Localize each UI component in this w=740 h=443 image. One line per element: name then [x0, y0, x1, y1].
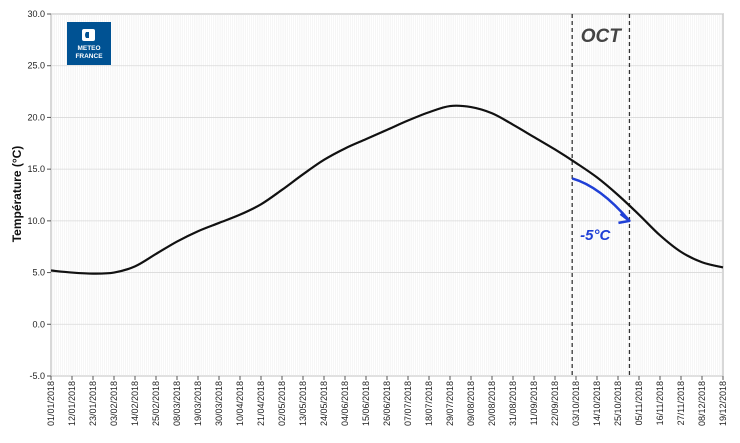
annotations: OCT -5°C — [571, 26, 631, 244]
y-tick-label: 25.0 — [27, 61, 45, 71]
x-tick-label: 15/06/2018 — [361, 381, 371, 426]
x-tick-label: 26/06/2018 — [382, 381, 392, 426]
x-tick-label: 14/10/2018 — [592, 381, 602, 426]
temperature-series-line — [50, 104, 724, 275]
logo-line2: FRANCE — [75, 53, 103, 60]
x-tick-label: 31/08/2018 — [508, 381, 518, 426]
grid — [50, 13, 724, 377]
x-tick-label: 30/03/2018 — [214, 381, 224, 426]
x-tick-label: 04/06/2018 — [340, 381, 350, 426]
y-tick-label: 5.0 — [32, 268, 45, 278]
arrow-head-icon — [618, 212, 631, 225]
x-tick-label: 03/10/2018 — [571, 381, 581, 426]
x-tick-label: 01/01/2018 — [46, 381, 56, 426]
x-tick-label: 25/02/2018 — [151, 381, 161, 426]
month-label: OCT — [581, 26, 623, 47]
meteo-france-logo: METEO FRANCE — [67, 22, 111, 65]
y-tick-label: 20.0 — [27, 112, 45, 122]
x-tick-label: 20/08/2018 — [487, 381, 497, 426]
x-tick-label: 19/12/2018 — [718, 381, 728, 426]
x-tick-label: 05/11/2018 — [634, 381, 644, 425]
x-tick-label: 09/08/2018 — [466, 381, 476, 426]
y-tick-label: 10.0 — [27, 216, 45, 226]
delta-label: -5°C — [580, 227, 611, 244]
x-tick-label: 12/01/2018 — [67, 381, 77, 426]
x-tick-label: 22/09/2018 — [550, 381, 560, 426]
y-tick-label: 15.0 — [27, 164, 45, 174]
logo-line1: METEO — [77, 45, 100, 52]
x-tick-label: 24/05/2018 — [319, 381, 329, 426]
x-tick-label: 10/04/2018 — [235, 381, 245, 426]
x-tick-label: 13/05/2018 — [298, 381, 308, 426]
y-tick-label: 0.0 — [32, 319, 45, 329]
x-tick-label: 07/07/2018 — [403, 381, 413, 426]
x-tick-label: 08/12/2018 — [697, 381, 707, 426]
x-tick-label: 02/05/2018 — [277, 381, 287, 426]
x-tick-label: 03/02/2018 — [109, 381, 119, 426]
y-axis: -5.0 0.0 5.0 10.0 15.0 20.0 25.0 30.0 — [27, 9, 51, 381]
x-tick-label: 23/01/2018 — [88, 381, 98, 426]
october-markers — [571, 14, 631, 376]
y-axis-label: Température (°C) — [10, 146, 24, 243]
x-tick-label: 21/04/2018 — [256, 381, 266, 426]
decrease-arrow — [571, 177, 631, 222]
y-tick-label: -5.0 — [29, 371, 45, 381]
x-tick-label: 16/11/2018 — [655, 381, 665, 425]
x-tick-label: 29/07/2018 — [445, 381, 455, 426]
x-tick-label: 11/09/2018 — [529, 381, 539, 425]
x-tick-label: 19/03/2018 — [193, 381, 203, 426]
x-axis: 01/01/2018 12/01/2018 23/01/2018 03/02/2018… — [46, 376, 728, 426]
x-tick-label: 18/07/2018 — [424, 381, 434, 426]
x-tick-label: 08/03/2018 — [172, 381, 182, 426]
x-tick-label: 27/11/2018 — [676, 381, 686, 425]
x-tick-label: 25/10/2018 — [613, 381, 623, 426]
y-tick-label: 30.0 — [27, 9, 45, 19]
x-tick-label: 14/02/2018 — [130, 381, 140, 426]
